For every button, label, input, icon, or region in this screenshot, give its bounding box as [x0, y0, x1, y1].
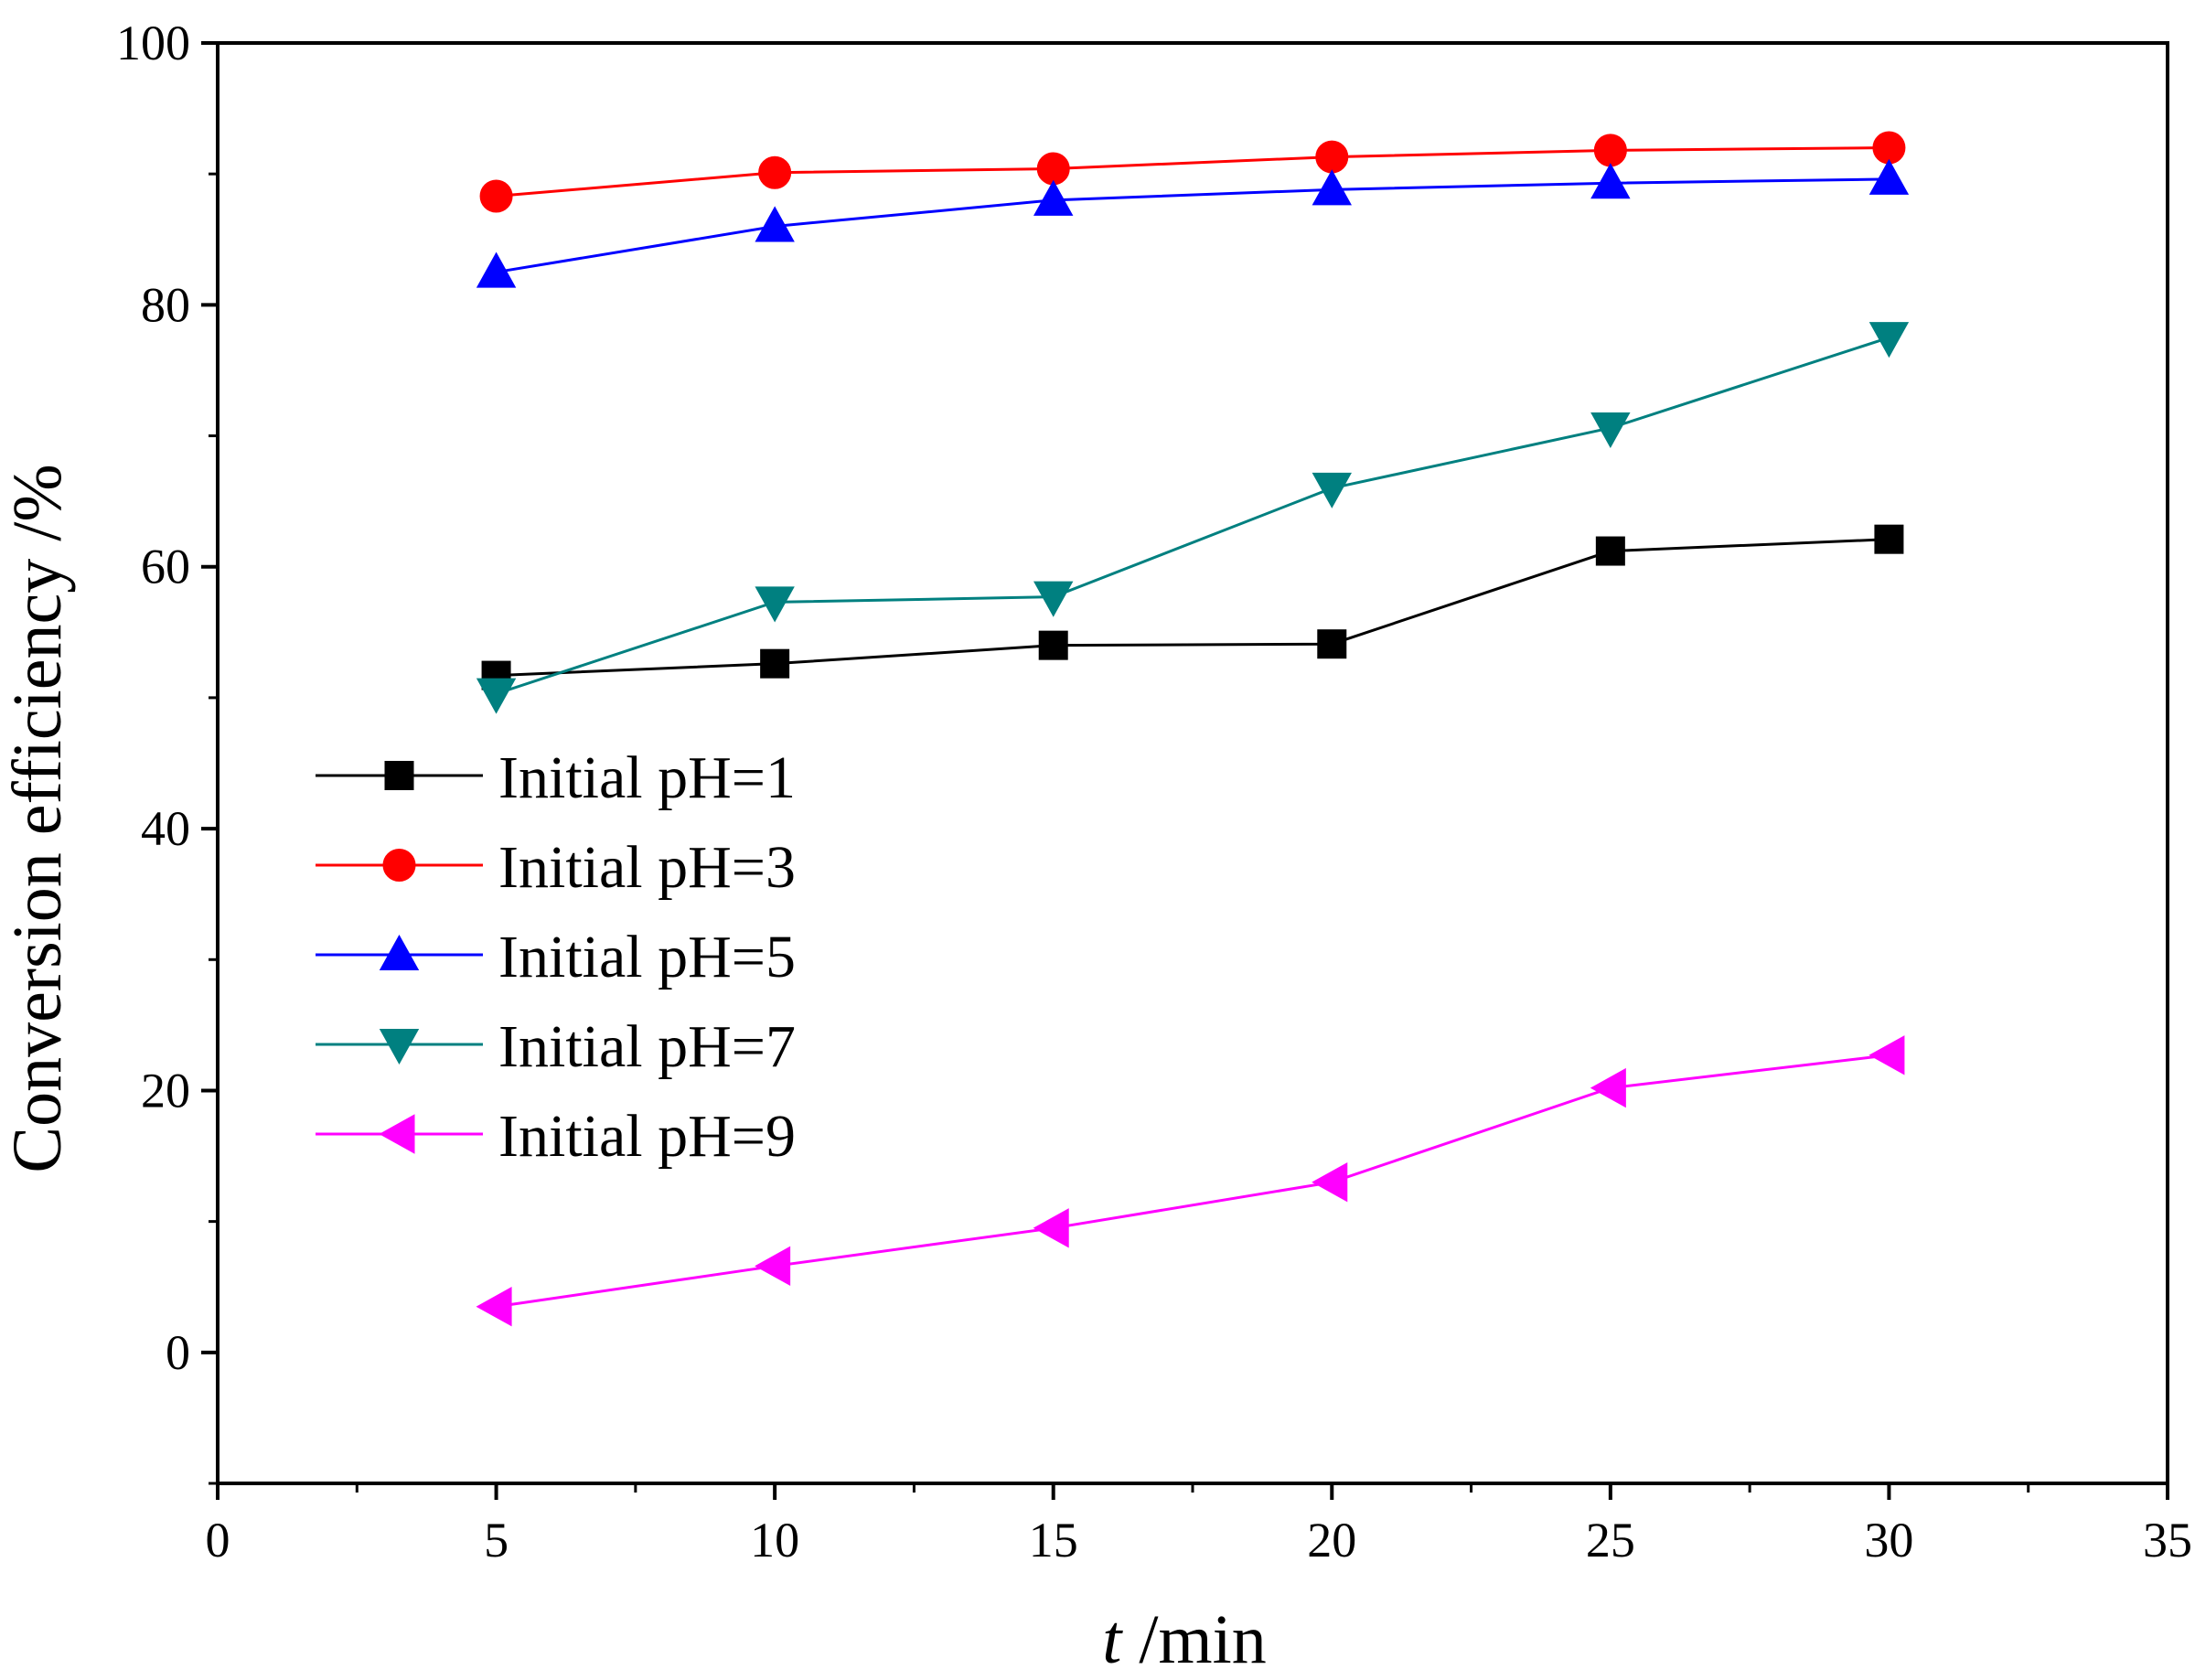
x-tick-label: 35 [2143, 1513, 2192, 1568]
y-tick-label: 100 [116, 16, 190, 70]
data-point [755, 586, 795, 623]
tick-labels: 0 5 10 15 20 25 30 35 0 20 40 60 80 100 [116, 16, 2192, 1568]
series-line [496, 146, 1890, 198]
data-point [1868, 322, 1910, 358]
series-line [496, 538, 1890, 678]
data-point [1315, 140, 1349, 174]
x-tick-label: 5 [484, 1513, 509, 1568]
data-point [1038, 630, 1068, 660]
data-point [1033, 179, 1074, 216]
data-point [1036, 152, 1070, 186]
x-tick-label: 25 [1586, 1513, 1635, 1568]
x-axis-title: t /min [1102, 1601, 1266, 1678]
legend-marker [379, 934, 420, 970]
legend-item: Initial pH=5 [316, 924, 796, 990]
data-point [1033, 581, 1074, 617]
data-point [1590, 163, 1631, 199]
legend-label: Initial pH=5 [498, 924, 796, 990]
series-4 [476, 322, 1910, 714]
data-point [476, 678, 517, 714]
data-point [1312, 169, 1352, 206]
series-layer [476, 131, 1910, 1327]
x-tick-label: 20 [1307, 1513, 1356, 1568]
legend-item: Initial pH=1 [316, 744, 796, 811]
data-point [1595, 536, 1625, 566]
data-point [1590, 412, 1631, 449]
data-point [476, 1287, 512, 1327]
legend-marker [384, 761, 414, 790]
data-point [1868, 158, 1910, 195]
data-point [1312, 1161, 1348, 1203]
data-point [1590, 1067, 1626, 1108]
y-tick-label: 60 [141, 540, 190, 594]
series-3 [476, 158, 1910, 288]
data-point [1312, 472, 1352, 508]
series-5 [476, 1035, 1905, 1327]
legend-item: Initial pH=7 [316, 1013, 796, 1080]
data-point [1033, 1208, 1069, 1248]
x-tick-label: 0 [206, 1513, 230, 1568]
series-2 [479, 131, 1906, 213]
data-point [479, 179, 513, 213]
x-axis-title-unit: /min [1121, 1601, 1266, 1678]
legend-item: Initial pH=9 [316, 1103, 796, 1170]
legend-label: Initial pH=1 [498, 744, 796, 811]
x-tick-label: 15 [1029, 1513, 1078, 1568]
series-1 [481, 524, 1904, 690]
series-line [496, 336, 1890, 696]
data-point [1317, 629, 1347, 659]
y-tick-label: 80 [141, 277, 190, 332]
legend: Initial pH=1 Initial pH=3 Initial pH=5 Init… [316, 744, 796, 1170]
data-point [1872, 131, 1906, 165]
y-tick-label: 0 [166, 1325, 190, 1380]
y-tick-label: 40 [141, 801, 190, 856]
x-tick-label: 10 [750, 1513, 799, 1568]
data-point [1868, 1035, 1905, 1075]
data-point [755, 1246, 791, 1287]
data-point [758, 155, 792, 189]
x-axis-title-var: t [1102, 1601, 1123, 1678]
data-point [760, 648, 790, 679]
legend-item: Initial pH=3 [316, 834, 796, 901]
y-axis-title: Conversion efficiency /% [0, 464, 76, 1172]
data-point [1874, 524, 1904, 554]
legend-label: Initial pH=3 [498, 834, 796, 901]
x-tick-label: 30 [1864, 1513, 1913, 1568]
y-tick-label: 20 [141, 1063, 190, 1118]
legend-marker [379, 1029, 420, 1065]
data-point [755, 206, 795, 242]
legend-label: Initial pH=9 [498, 1103, 796, 1170]
axes-layer [201, 41, 2169, 1500]
legend-label: Initial pH=7 [498, 1013, 796, 1080]
data-point [1593, 134, 1627, 167]
series-line [496, 1054, 1890, 1309]
legend-marker [382, 849, 416, 882]
series-line [496, 177, 1890, 274]
data-point [476, 251, 517, 288]
legend-marker [379, 1114, 415, 1154]
